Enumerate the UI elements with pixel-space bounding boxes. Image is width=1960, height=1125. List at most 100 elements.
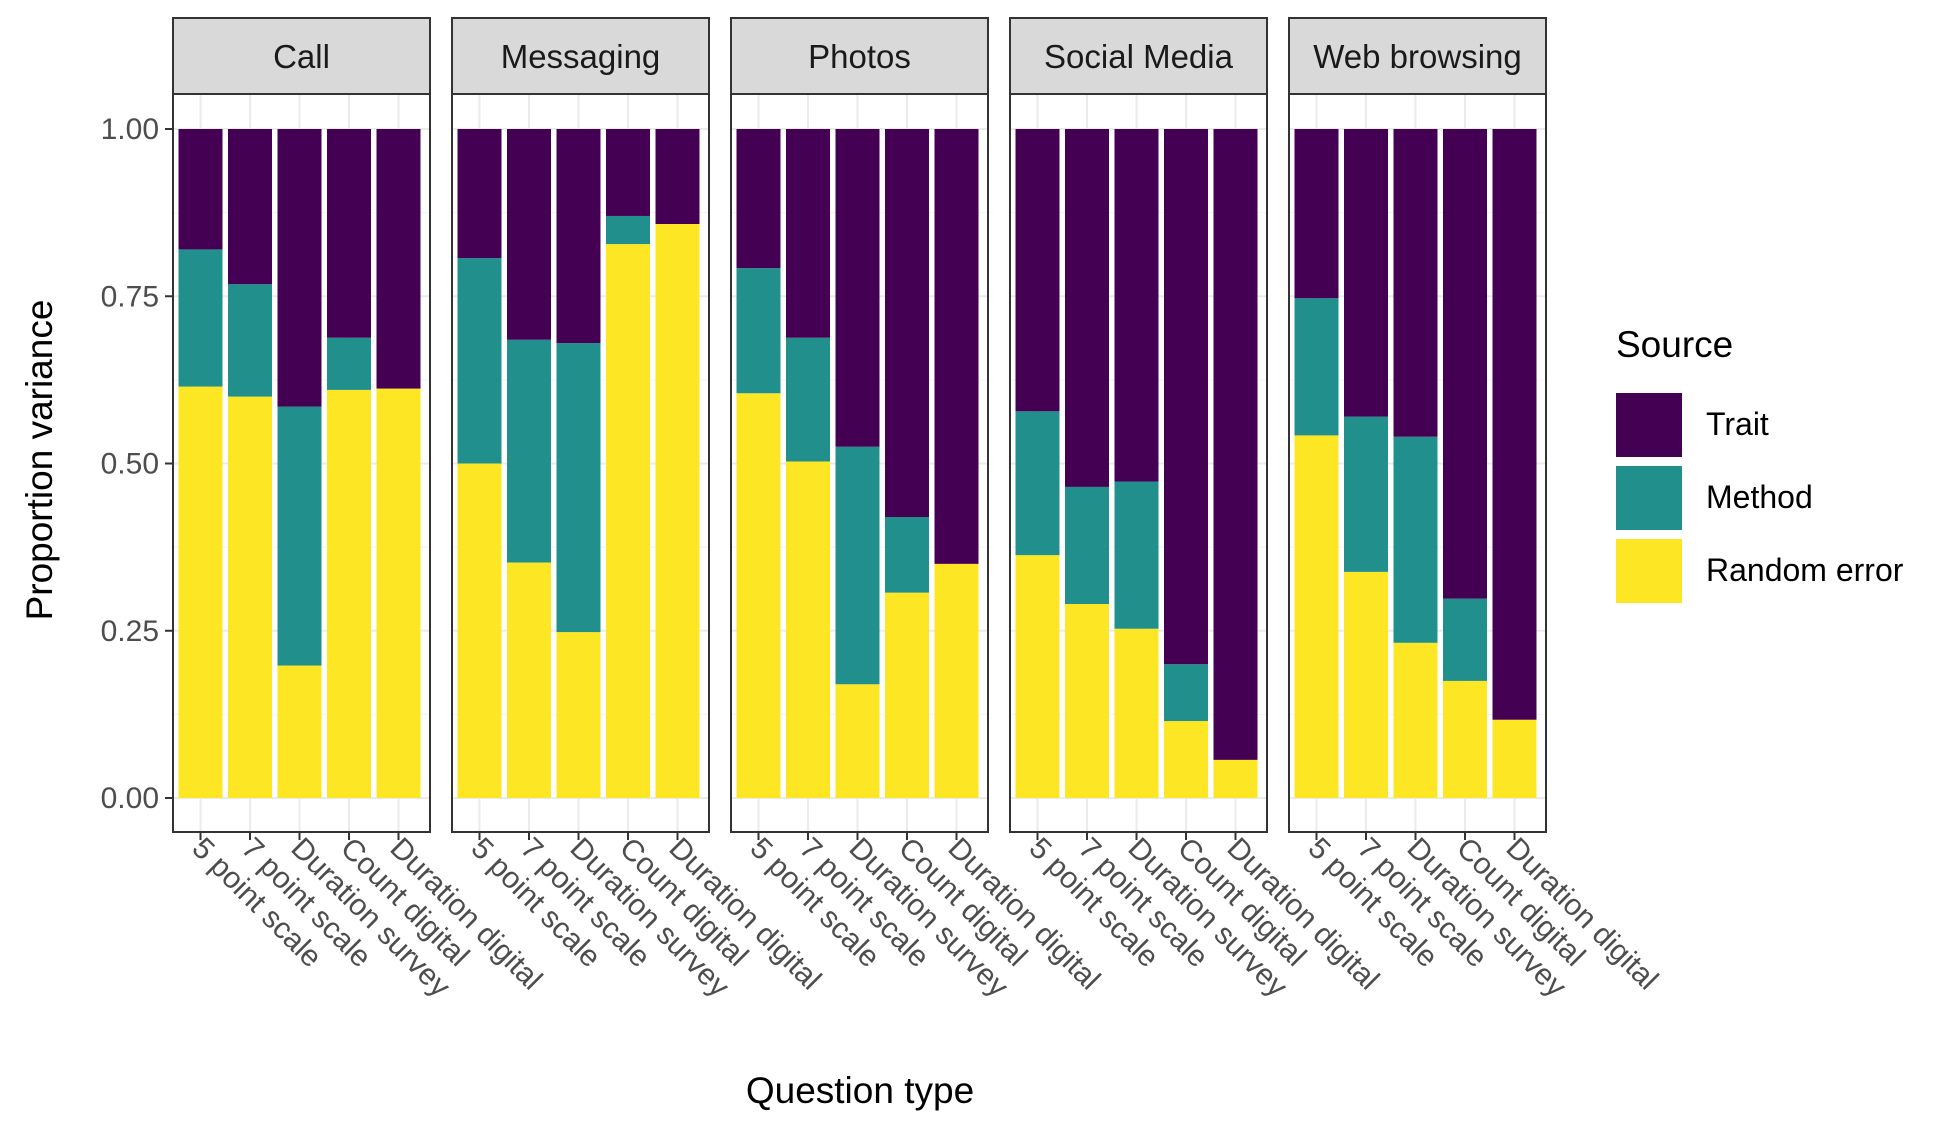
legend-items: Trait Method Random error bbox=[1616, 393, 1904, 603]
bar-segment-method bbox=[228, 284, 272, 397]
bar-segment-trait bbox=[1492, 129, 1537, 720]
bar-segment-trait bbox=[1065, 129, 1109, 487]
legend-title: Source bbox=[1616, 324, 1733, 365]
bar-segment-trait bbox=[885, 129, 929, 518]
bar-segment-method bbox=[1294, 298, 1339, 436]
bar-segment-trait bbox=[1015, 129, 1060, 412]
bar-segment-random-error bbox=[1015, 555, 1060, 798]
legend-label: Method bbox=[1706, 479, 1813, 515]
panel-border bbox=[1009, 93, 1268, 833]
bar-segment-random-error bbox=[178, 386, 223, 798]
facet-strip-label: Social Media bbox=[1044, 38, 1234, 75]
bar-segment-method bbox=[1164, 664, 1208, 722]
facet-strip-label: Web browsing bbox=[1313, 38, 1522, 75]
y-tick-label: 1.00 bbox=[101, 113, 159, 146]
bar-segment-random-error bbox=[1443, 680, 1487, 798]
bar-segment-random-error bbox=[1294, 435, 1339, 798]
bar-segment-trait bbox=[1114, 129, 1159, 482]
bar-segment-trait bbox=[1294, 129, 1339, 299]
bar-segment-random-error bbox=[507, 562, 551, 798]
panel-border bbox=[1288, 93, 1547, 833]
facet-strip bbox=[730, 17, 989, 95]
bar-segment-method bbox=[1344, 416, 1388, 572]
bar-segment-method bbox=[507, 339, 551, 563]
bar-segment-random-error bbox=[1492, 719, 1537, 798]
bar-segment-trait bbox=[277, 129, 322, 407]
bar-segment-random-error bbox=[655, 223, 700, 799]
bar-segment-trait bbox=[228, 129, 272, 285]
legend-label: Trait bbox=[1706, 406, 1769, 442]
facet-strip-label: Photos bbox=[808, 38, 911, 75]
bar-segment-method bbox=[1015, 411, 1060, 556]
legend-label: Random error bbox=[1706, 552, 1904, 588]
bar-segment-random-error bbox=[1065, 603, 1109, 798]
y-axis-title: Proportion variance bbox=[19, 300, 60, 621]
bar-segment-random-error bbox=[885, 592, 929, 798]
bar-segment-trait bbox=[655, 129, 700, 224]
bar-segment-trait bbox=[1164, 129, 1208, 665]
bar-segment-method bbox=[885, 517, 929, 593]
bar-segment-random-error bbox=[1344, 571, 1388, 798]
bar-segment-random-error bbox=[1393, 642, 1438, 798]
bar-segment-trait bbox=[327, 129, 371, 338]
panel-border bbox=[451, 93, 710, 833]
bar-segment-random-error bbox=[1114, 628, 1159, 798]
bar-segment-method bbox=[457, 258, 502, 464]
bar-segment-method bbox=[1114, 481, 1159, 629]
bar-segment-random-error bbox=[786, 461, 830, 798]
legend-key bbox=[1616, 539, 1682, 603]
bar-segment-trait bbox=[606, 129, 650, 216]
bar-segment-method bbox=[327, 337, 371, 390]
bar-segment-trait bbox=[786, 129, 830, 338]
bar-segment-random-error bbox=[556, 632, 601, 798]
bar-segment-method bbox=[736, 268, 781, 394]
panel-border bbox=[730, 93, 989, 833]
bar-segment-random-error bbox=[835, 684, 880, 798]
bar-segment-random-error bbox=[934, 563, 979, 798]
bar-segment-trait bbox=[934, 129, 979, 564]
bar-segment-trait bbox=[376, 129, 421, 389]
bar-segment-trait bbox=[1443, 129, 1487, 599]
bar-segment-method bbox=[556, 343, 601, 633]
bar-segment-random-error bbox=[228, 396, 272, 798]
bar-segment-trait bbox=[457, 129, 502, 259]
bar-segment-method bbox=[606, 215, 650, 245]
bar-segment-method bbox=[786, 337, 830, 462]
bar-segment-trait bbox=[1393, 129, 1438, 437]
facet-strip bbox=[172, 17, 431, 95]
bar-segment-trait bbox=[178, 129, 223, 250]
y-tick-label: 0.25 bbox=[101, 615, 159, 648]
bar-segment-method bbox=[1065, 486, 1109, 604]
bar-segment-random-error bbox=[457, 463, 502, 798]
bar-segment-trait bbox=[556, 129, 601, 344]
facet-strip-label: Call bbox=[273, 38, 330, 75]
y-axis: 0.00 0.25 0.50 0.75 1.00 bbox=[101, 113, 173, 815]
bar-segment-trait bbox=[736, 129, 781, 269]
facet-strip-label: Messaging bbox=[501, 38, 661, 75]
y-tick-label: 0.75 bbox=[101, 280, 159, 313]
legend: Source Trait Method Random error bbox=[1616, 324, 1904, 603]
bar-segment-trait bbox=[835, 129, 880, 447]
bar-segment-random-error bbox=[606, 244, 650, 798]
bar-segment-method bbox=[178, 249, 223, 387]
bar-segment-method bbox=[277, 406, 322, 666]
legend-key bbox=[1616, 393, 1682, 457]
x-axis-title: Question type bbox=[746, 1070, 974, 1111]
bar-segment-trait bbox=[507, 129, 551, 340]
bar-segment-random-error bbox=[277, 665, 322, 798]
bar-segment-trait bbox=[1344, 129, 1388, 417]
y-tick-label: 0.00 bbox=[101, 782, 159, 815]
bar-segment-method bbox=[1393, 436, 1438, 643]
bar-segment-random-error bbox=[1213, 759, 1258, 798]
bar-segment-trait bbox=[1213, 129, 1258, 760]
bar-segment-random-error bbox=[376, 388, 421, 798]
bar-segment-random-error bbox=[327, 389, 371, 798]
bar-segment-random-error bbox=[736, 393, 781, 798]
bar-segment-random-error bbox=[1164, 721, 1208, 798]
bar-segment-method bbox=[1443, 598, 1487, 681]
